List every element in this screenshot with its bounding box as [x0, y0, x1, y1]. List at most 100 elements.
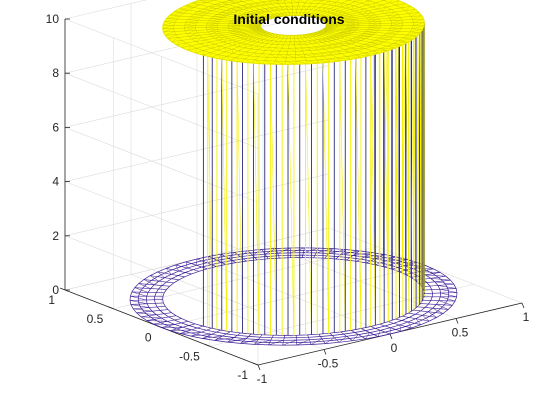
top-radial-mesh	[211, 33, 274, 58]
base-diag-mesh	[134, 287, 149, 293]
top-diag-mesh	[173, 9, 189, 13]
top-radial-mesh	[298, 0, 307, 16]
top-diag-mesh	[210, 17, 224, 19]
base-radial-mesh	[356, 252, 373, 262]
wall-diag-line	[370, 55, 376, 326]
top-diag-mesh	[377, 4, 382, 10]
base-radial-mesh	[175, 264, 200, 272]
top-radial-mesh	[213, 0, 273, 19]
base-diag-mesh	[436, 304, 449, 310]
base-radial-mesh	[240, 333, 252, 344]
base-radial-mesh	[136, 309, 168, 314]
top-diag-mesh	[232, 41, 237, 46]
base-radial-mesh	[190, 327, 212, 337]
wall-diag-line	[207, 56, 213, 329]
top-diag-mesh	[413, 22, 425, 26]
top-radial-mesh	[326, 22, 425, 25]
top-diag-mesh	[222, 38, 229, 43]
top-diag-mesh	[288, 35, 291, 39]
top-diag-mesh	[244, 58, 252, 64]
top-diag-mesh	[358, 8, 365, 13]
top-diag-mesh	[193, 12, 208, 15]
base-radial-mesh	[423, 288, 457, 291]
top-diag-mesh	[332, 43, 345, 46]
top-diag-mesh	[278, 54, 287, 59]
base-radial-mesh	[170, 323, 196, 331]
base-diag-mesh	[407, 321, 412, 329]
top-diag-mesh	[342, 14, 350, 18]
top-diag-mesh	[389, 14, 399, 19]
base-diag-mesh	[130, 295, 147, 301]
top-diag-mesh	[213, 15, 227, 17]
grid-line	[113, 246, 378, 310]
top-radial-mesh	[227, 0, 275, 19]
top-diag-mesh	[355, 54, 371, 56]
top-diag-mesh	[242, 14, 255, 16]
top-diag-mesh	[369, 20, 381, 24]
top-diag-mesh	[285, 35, 287, 39]
top-diag-mesh	[391, 19, 402, 24]
top-diag-mesh	[343, 41, 357, 43]
top-diag-mesh	[364, 12, 372, 17]
base-radial-mesh	[361, 328, 379, 337]
top-radial-mesh	[319, 0, 400, 20]
top-diag-mesh	[242, 5, 255, 8]
top-diag-mesh	[261, 1, 273, 5]
top-diag-mesh	[197, 10, 213, 12]
base-diag-mesh	[138, 283, 151, 289]
top-diag-mesh	[314, 0, 319, 4]
top-diag-mesh	[275, 6, 284, 10]
top-diag-mesh	[291, 35, 295, 39]
top-diag-mesh	[308, 47, 318, 51]
top-diag-mesh	[406, 32, 421, 36]
top-diag-mesh	[368, 25, 381, 28]
top-diag-mesh	[340, 12, 347, 17]
y-tick-mark	[108, 306, 114, 310]
base-diag-mesh	[227, 338, 247, 343]
top-diag-mesh	[337, 11, 343, 16]
top-diag-mesh	[390, 0, 392, 3]
base-radial-mesh	[424, 292, 457, 294]
top-diag-mesh	[281, 13, 288, 17]
base-radial-mesh	[301, 247, 305, 258]
top-diag-mesh	[244, 43, 246, 48]
top-diag-mesh	[187, 17, 201, 20]
top-diag-mesh	[264, 8, 274, 11]
base-radial-mesh	[166, 268, 192, 275]
y-tick-label: 0	[145, 331, 152, 345]
top-outer-edge	[162, 0, 425, 65]
top-diag-mesh	[218, 54, 221, 60]
base-radial-mesh	[196, 258, 217, 267]
top-radial-mesh	[301, 0, 315, 17]
top-diag-mesh	[254, 59, 263, 64]
top-diag-mesh	[188, 32, 198, 37]
x-tick-mark	[323, 349, 327, 355]
base-radial-mesh	[138, 283, 170, 287]
top-diag-mesh	[295, 60, 308, 65]
top-radial-mesh	[302, 34, 331, 63]
top-diag-mesh	[366, 14, 375, 19]
top-diag-mesh	[321, 17, 329, 21]
top-radial-mesh	[181, 30, 266, 48]
top-diag-mesh	[308, 40, 318, 44]
base-diag-mesh	[316, 248, 333, 254]
top-diag-mesh	[328, 51, 342, 54]
base-radial-mesh	[134, 287, 167, 290]
top-diag-mesh	[253, 52, 259, 57]
grid-line	[64, 0, 148, 20]
top-diag-mesh	[164, 18, 178, 23]
top-radial-mesh	[267, 0, 285, 17]
top-diag-mesh	[296, 12, 299, 16]
top-diag-mesh	[374, 39, 390, 41]
top-diag-mesh	[336, 57, 352, 60]
top-diag-mesh	[229, 0, 243, 2]
top-radial-mesh	[239, 0, 277, 18]
base-diag-mesh	[170, 329, 192, 331]
base-diag-mesh	[190, 334, 212, 337]
top-radial-mesh	[184, 5, 267, 21]
x-tick-label: -1	[257, 372, 268, 386]
top-diag-mesh	[295, 54, 306, 58]
top-diag-mesh	[184, 4, 201, 6]
top-radial-mesh	[162, 26, 261, 29]
base-radial-mesh	[161, 321, 188, 328]
